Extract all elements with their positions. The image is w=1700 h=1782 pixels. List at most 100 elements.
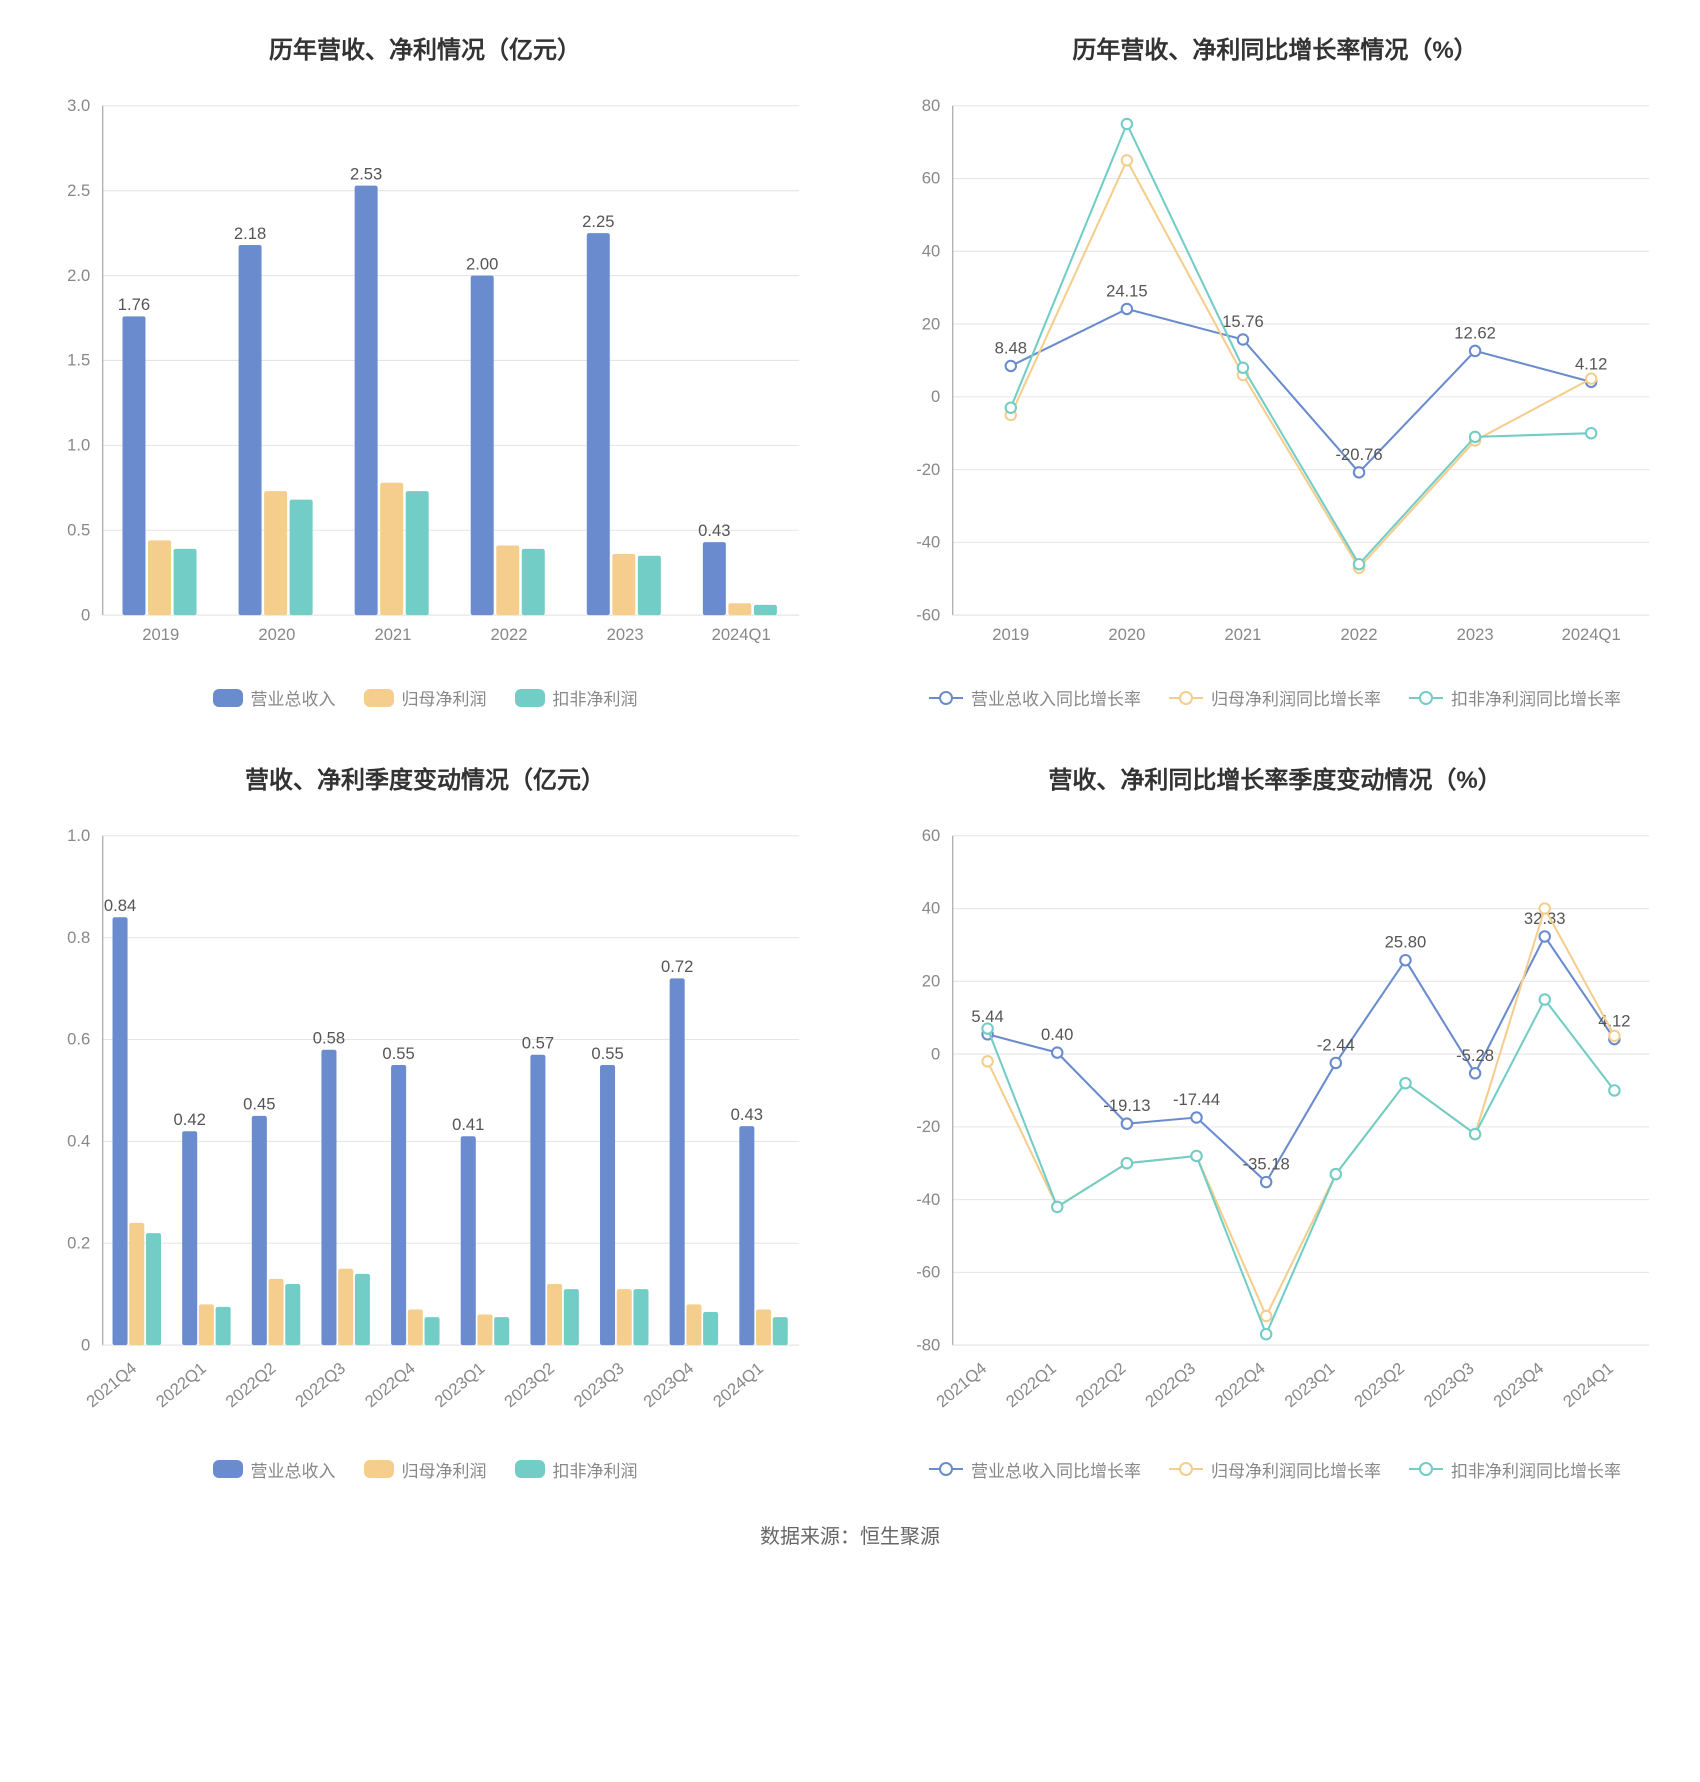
svg-text:40: 40 [922, 242, 941, 261]
legend-swatch [929, 691, 963, 705]
svg-text:0.42: 0.42 [174, 1110, 206, 1129]
svg-text:-40: -40 [916, 1190, 940, 1209]
legend-swatch [515, 1460, 545, 1478]
svg-text:2022: 2022 [491, 625, 528, 644]
legend-label: 营业总收入 [251, 1457, 336, 1482]
svg-text:2020: 2020 [1108, 625, 1145, 644]
data-source: 数据来源：恒生聚源 [30, 1520, 1670, 1549]
svg-text:2023: 2023 [607, 625, 644, 644]
svg-text:0.6: 0.6 [67, 1030, 90, 1049]
legend-label: 营业总收入 [251, 685, 336, 710]
legend-label: 扣非净利润 [553, 1457, 638, 1482]
svg-text:2022Q1: 2022Q1 [152, 1359, 210, 1412]
svg-text:2019: 2019 [142, 625, 179, 644]
svg-text:0: 0 [81, 1335, 90, 1354]
legend: 营业总收入同比增长率归母净利润同比增长率扣非净利润同比增长率 [929, 685, 1621, 710]
svg-text:0.43: 0.43 [698, 521, 730, 540]
svg-text:0.57: 0.57 [522, 1034, 554, 1053]
legend-label: 扣非净利润同比增长率 [1451, 685, 1621, 710]
svg-text:-19.13: -19.13 [1103, 1096, 1150, 1115]
svg-text:-20.76: -20.76 [1335, 445, 1382, 464]
quarterly-line-panel: 营收、净利同比增长率季度变动情况（%） -80-60-40-2002040602… [880, 760, 1670, 1482]
legend-swatch [364, 1460, 394, 1478]
quarterly-line-chart: -80-60-40-2002040602021Q42022Q12022Q2202… [880, 815, 1670, 1439]
svg-text:2024Q1: 2024Q1 [1562, 625, 1621, 644]
legend: 营业总收入归母净利润扣非净利润 [213, 685, 638, 710]
legend-item: 归母净利润同比增长率 [1169, 1457, 1381, 1482]
svg-text:1.0: 1.0 [67, 436, 90, 455]
legend-label: 归母净利润同比增长率 [1211, 1457, 1381, 1482]
svg-text:0.45: 0.45 [243, 1095, 275, 1114]
legend-item: 扣非净利润 [515, 685, 638, 710]
svg-text:15.76: 15.76 [1222, 312, 1264, 331]
svg-text:4.12: 4.12 [1575, 354, 1607, 373]
svg-text:2021: 2021 [1224, 625, 1261, 644]
svg-text:2022Q2: 2022Q2 [1072, 1359, 1130, 1412]
legend-swatch [364, 689, 394, 707]
svg-text:-40: -40 [916, 533, 940, 552]
svg-text:2022: 2022 [1341, 625, 1378, 644]
svg-text:0: 0 [81, 605, 90, 624]
legend-item: 营业总收入 [213, 685, 336, 710]
svg-text:2.0: 2.0 [67, 266, 90, 285]
svg-text:2023Q4: 2023Q4 [1490, 1359, 1548, 1412]
svg-text:-20: -20 [916, 460, 940, 479]
svg-text:2022Q1: 2022Q1 [1002, 1359, 1060, 1412]
svg-text:2023Q3: 2023Q3 [570, 1359, 628, 1412]
charts-grid: 历年营收、净利情况（亿元） 00.51.01.52.02.53.02019202… [30, 30, 1670, 1482]
svg-text:-17.44: -17.44 [1173, 1090, 1220, 1109]
legend-swatch [213, 1460, 243, 1478]
svg-text:2021: 2021 [374, 625, 411, 644]
svg-text:20: 20 [922, 972, 941, 991]
svg-text:1.76: 1.76 [118, 295, 150, 314]
legend-swatch [213, 689, 243, 707]
svg-text:0.55: 0.55 [382, 1044, 414, 1063]
svg-text:2019: 2019 [992, 625, 1029, 644]
svg-text:0: 0 [931, 387, 940, 406]
legend-item: 营业总收入同比增长率 [929, 685, 1141, 710]
svg-text:25.80: 25.80 [1385, 933, 1427, 952]
legend-label: 扣非净利润同比增长率 [1451, 1457, 1621, 1482]
svg-text:2023Q4: 2023Q4 [640, 1359, 698, 1412]
svg-text:0.84: 0.84 [104, 896, 136, 915]
svg-text:-2.44: -2.44 [1317, 1036, 1355, 1055]
svg-text:2023Q2: 2023Q2 [500, 1359, 558, 1412]
svg-text:2022Q4: 2022Q4 [361, 1359, 419, 1412]
svg-text:0.4: 0.4 [67, 1132, 90, 1151]
svg-text:-60: -60 [916, 1263, 940, 1282]
svg-text:-20: -20 [916, 1117, 940, 1136]
svg-text:2023: 2023 [1457, 625, 1494, 644]
svg-text:0.8: 0.8 [67, 928, 90, 947]
svg-text:40: 40 [922, 899, 941, 918]
svg-text:2.00: 2.00 [466, 254, 498, 273]
legend-label: 扣非净利润 [553, 685, 638, 710]
svg-text:2021Q4: 2021Q4 [83, 1359, 141, 1412]
svg-text:60: 60 [922, 826, 941, 845]
svg-text:0.41: 0.41 [452, 1115, 484, 1134]
legend-item: 营业总收入同比增长率 [929, 1457, 1141, 1482]
svg-text:8.48: 8.48 [995, 339, 1027, 358]
legend-item: 营业总收入 [213, 1457, 336, 1482]
svg-text:-5.28: -5.28 [1456, 1046, 1494, 1065]
chart-title: 营收、净利季度变动情况（亿元） [245, 760, 605, 795]
legend-swatch [1169, 691, 1203, 705]
svg-text:1.5: 1.5 [67, 351, 90, 370]
chart-title: 历年营收、净利情况（亿元） [269, 30, 581, 65]
svg-text:0: 0 [931, 1044, 940, 1063]
svg-text:0.55: 0.55 [591, 1044, 623, 1063]
svg-text:2022Q4: 2022Q4 [1211, 1359, 1269, 1412]
legend-label: 归母净利润 [402, 1457, 487, 1482]
svg-text:2024Q1: 2024Q1 [709, 1359, 767, 1412]
svg-text:1.0: 1.0 [67, 826, 90, 845]
svg-text:0.40: 0.40 [1041, 1025, 1073, 1044]
legend-item: 扣非净利润同比增长率 [1409, 685, 1621, 710]
svg-text:-35.18: -35.18 [1243, 1155, 1290, 1174]
legend-swatch [1169, 1462, 1203, 1476]
svg-text:2022Q2: 2022Q2 [222, 1359, 280, 1412]
quarterly-bar-chart: 00.20.40.60.81.02021Q42022Q12022Q22022Q3… [30, 815, 820, 1439]
annual-bar-panel: 历年营收、净利情况（亿元） 00.51.01.52.02.53.02019202… [30, 30, 820, 710]
svg-text:2023Q2: 2023Q2 [1350, 1359, 1408, 1412]
legend-item: 扣非净利润 [515, 1457, 638, 1482]
svg-text:80: 80 [922, 96, 941, 115]
legend-label: 营业总收入同比增长率 [971, 1457, 1141, 1482]
